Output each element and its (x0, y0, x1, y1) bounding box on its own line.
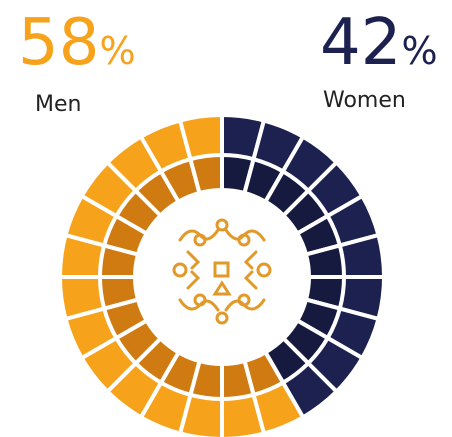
share-label: 58% (18, 6, 136, 80)
category-label: Women (323, 88, 406, 113)
chart: 58% Men 42% Women (0, 0, 452, 437)
share-unit: % (401, 29, 437, 73)
share-value: 42 (320, 6, 401, 80)
category-label: Men (35, 92, 81, 117)
share-unit: % (99, 29, 135, 73)
share-label: 42% (320, 6, 438, 80)
share-value: 58 (18, 6, 99, 80)
